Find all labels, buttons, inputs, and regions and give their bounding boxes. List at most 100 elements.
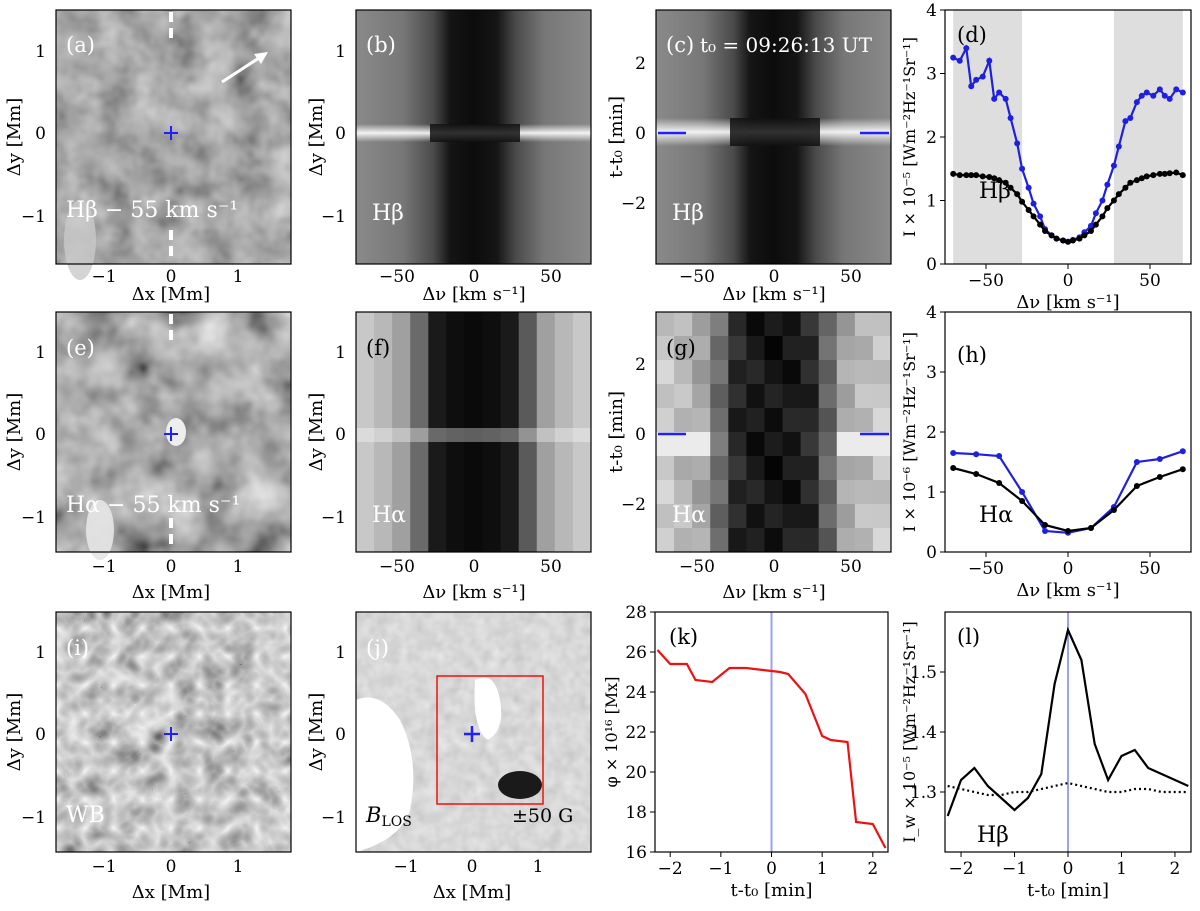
series-line-2 bbox=[947, 781, 1189, 797]
panel-g-block bbox=[854, 480, 874, 505]
x-tick-label: −2 bbox=[658, 859, 683, 879]
data-point bbox=[996, 480, 1003, 486]
panel-g-block bbox=[764, 504, 784, 529]
panel-a-xtick: 1 bbox=[233, 267, 244, 287]
direction-arrow-icon bbox=[221, 52, 268, 84]
panel-j-range-label: ±50 G bbox=[512, 805, 573, 827]
panel-b-xtick: −50 bbox=[379, 267, 415, 287]
panel-g-block bbox=[800, 336, 820, 361]
data-point bbox=[1019, 498, 1026, 504]
panel-g-block bbox=[692, 384, 711, 409]
panel-g-block bbox=[854, 432, 874, 457]
panel-g-block bbox=[764, 456, 784, 481]
data-point bbox=[1179, 89, 1186, 96]
panel-g-block bbox=[674, 336, 693, 361]
data-point bbox=[1014, 191, 1021, 198]
data-point bbox=[1092, 221, 1099, 228]
panel-d-plot: −50 0 50 0 1 2 3 4 Δν [km s⁻¹] I × 10⁻⁵ [Wm⁻²Hz⁻¹… bbox=[900, 1, 1192, 313]
panel-f-column bbox=[392, 312, 411, 552]
panel-g-block bbox=[692, 312, 711, 337]
panel-g-block bbox=[782, 480, 802, 505]
panel-g-block bbox=[818, 432, 838, 457]
panel-g-block bbox=[692, 360, 711, 385]
panel-e-ytick: 1 bbox=[35, 343, 46, 363]
panel-g-ytick: −2 bbox=[621, 495, 646, 515]
panel-g-block bbox=[872, 312, 892, 337]
panel-g-frame bbox=[655, 311, 892, 553]
panel-g-block bbox=[692, 528, 711, 553]
series-line-1 bbox=[946, 626, 1189, 817]
panel-i-axes: −1 0 1 Δx [Mm] 1 0 −1 Δy [Mm] bbox=[4, 643, 243, 903]
panel-c-ylabel: t-t₀ [min] bbox=[606, 96, 627, 178]
panel-f-column bbox=[482, 312, 502, 552]
panel-e-xtick: 0 bbox=[166, 557, 177, 577]
panel-g-block bbox=[674, 504, 693, 529]
panel-g-block bbox=[854, 360, 874, 385]
panel-g-block bbox=[746, 312, 765, 337]
panel-g-block bbox=[872, 360, 892, 385]
panel-g-block bbox=[764, 408, 784, 433]
y-tick-label: 20 bbox=[625, 763, 647, 783]
panel-g-block bbox=[710, 456, 729, 481]
panel-g-block bbox=[692, 480, 711, 505]
panel-i-letter: (i) bbox=[66, 636, 89, 660]
x-axis-label: t-t₀ [min] bbox=[1027, 880, 1109, 901]
panel-g-block bbox=[818, 312, 838, 337]
y-tick-label: 18 bbox=[625, 803, 647, 823]
x-tick-label: −50 bbox=[968, 559, 1004, 579]
panel-c-label: Hβ bbox=[672, 201, 704, 226]
data-point bbox=[1037, 221, 1044, 228]
panel-g-axes: −50 0 50 Δν [km s⁻¹] 2 0 −2 t-t₀ [min] bbox=[606, 355, 862, 603]
data-point bbox=[1133, 483, 1140, 489]
panel-i-marker-plus-icon bbox=[164, 727, 178, 741]
panel-c-letter: (c) bbox=[666, 33, 694, 57]
panel-g-block bbox=[710, 360, 729, 385]
data-point bbox=[991, 95, 998, 102]
panel-a-xlabel: Δx [Mm] bbox=[132, 284, 210, 305]
panel-g-block bbox=[710, 336, 729, 361]
x-axis-label: Δν [km s⁻¹] bbox=[1016, 580, 1119, 601]
panel-i-ytick: −1 bbox=[21, 808, 46, 828]
panel-g-block bbox=[746, 360, 765, 385]
panel-g-block bbox=[782, 408, 802, 433]
y-tick-label: 1.4 bbox=[910, 723, 937, 743]
panel-e-label: Hα − 55 km s⁻¹ bbox=[66, 493, 240, 518]
data-point bbox=[1179, 466, 1186, 473]
panel-b: (b) Hβ bbox=[355, 9, 592, 265]
panel-g-block bbox=[728, 528, 747, 553]
panel-g-ytick: 2 bbox=[635, 355, 646, 375]
panel-g-block bbox=[800, 312, 820, 337]
panel-f-column bbox=[446, 312, 465, 552]
panel-f-spectral-columns bbox=[356, 312, 592, 552]
panel-g-block bbox=[674, 408, 693, 433]
panel-g-block bbox=[872, 408, 892, 433]
data-point bbox=[1156, 474, 1163, 480]
data-point bbox=[963, 172, 970, 179]
panel-g-block bbox=[710, 480, 729, 505]
data-point bbox=[1087, 227, 1094, 234]
panel-e-ytick: −1 bbox=[21, 508, 46, 528]
y-tick-label: 1.5 bbox=[910, 663, 937, 683]
data-point bbox=[1104, 205, 1111, 212]
panel-g-block bbox=[836, 504, 856, 529]
panel-g-block bbox=[764, 480, 784, 505]
panel-b-xlabel: Δν [km s⁻¹] bbox=[422, 284, 525, 305]
data-point bbox=[1030, 213, 1037, 220]
data-point bbox=[1069, 237, 1076, 244]
panel-g-block bbox=[746, 528, 765, 553]
panel-i-ylabel: Δy [Mm] bbox=[4, 693, 25, 771]
data-point bbox=[1115, 191, 1122, 198]
data-point bbox=[986, 174, 993, 181]
panel-f-column bbox=[410, 312, 429, 552]
panel-g-block bbox=[854, 384, 874, 409]
panel-g-block bbox=[836, 336, 856, 361]
data-point bbox=[1133, 177, 1140, 184]
panel-g-block bbox=[782, 456, 802, 481]
y-tick-label: 0 bbox=[926, 543, 937, 563]
data-point bbox=[950, 54, 957, 61]
data-point bbox=[1048, 232, 1055, 239]
panel-j: (j) BLOS ±50 G bbox=[355, 611, 592, 853]
data-point bbox=[1065, 238, 1071, 245]
data-point bbox=[1143, 173, 1150, 180]
data-point bbox=[1110, 507, 1117, 513]
